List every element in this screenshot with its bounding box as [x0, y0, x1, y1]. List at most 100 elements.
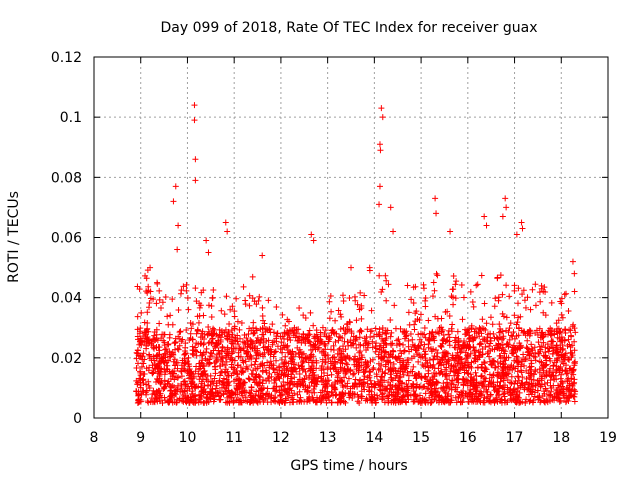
- data-point: [513, 231, 520, 238]
- data-point: [483, 320, 490, 327]
- data-point: [440, 397, 447, 404]
- data-point: [133, 365, 140, 372]
- x-tick-label: 14: [365, 430, 383, 446]
- data-point: [467, 350, 474, 357]
- data-points: [133, 102, 579, 406]
- data-point: [457, 345, 464, 352]
- data-point: [526, 398, 533, 405]
- data-point: [229, 303, 236, 310]
- data-point: [304, 397, 311, 404]
- data-point: [266, 378, 273, 385]
- data-point: [184, 294, 191, 301]
- data-point: [283, 329, 290, 336]
- data-point: [167, 312, 174, 319]
- data-point: [371, 384, 378, 391]
- data-point: [272, 398, 279, 405]
- data-point: [328, 389, 335, 396]
- data-point: [511, 381, 518, 388]
- data-point: [330, 365, 337, 372]
- data-point: [159, 331, 166, 338]
- data-point: [352, 376, 359, 383]
- data-point: [329, 354, 336, 361]
- data-point: [455, 394, 462, 401]
- data-point: [493, 334, 500, 341]
- data-point: [341, 398, 348, 405]
- data-point: [269, 321, 276, 328]
- data-point: [389, 353, 396, 360]
- data-point: [478, 373, 485, 380]
- data-point: [219, 343, 226, 350]
- data-point: [307, 352, 314, 359]
- data-point: [224, 399, 231, 406]
- data-point: [528, 376, 535, 383]
- data-point: [233, 385, 240, 392]
- data-point: [511, 345, 518, 352]
- data-point: [549, 394, 556, 401]
- data-point: [320, 369, 327, 376]
- data-point: [280, 361, 287, 368]
- data-point: [390, 348, 397, 355]
- data-point: [560, 354, 567, 361]
- data-point: [238, 369, 245, 376]
- data-point: [495, 388, 502, 395]
- data-point: [150, 387, 157, 394]
- data-point: [141, 371, 148, 378]
- data-point: [156, 375, 163, 382]
- data-point: [388, 329, 395, 336]
- data-point: [310, 322, 317, 329]
- data-point: [357, 341, 364, 348]
- data-point: [549, 344, 556, 351]
- data-point: [226, 320, 233, 327]
- data-point: [499, 361, 506, 368]
- data-point: [405, 372, 412, 379]
- data-point: [344, 338, 351, 345]
- data-point: [506, 325, 513, 332]
- data-point: [501, 386, 508, 393]
- data-point: [442, 371, 449, 378]
- data-point: [376, 342, 383, 349]
- data-point: [557, 344, 564, 351]
- data-point: [248, 383, 255, 390]
- x-tick-label: 13: [319, 430, 337, 446]
- data-point: [478, 272, 485, 279]
- data-point: [354, 301, 361, 308]
- data-point: [389, 364, 396, 371]
- data-point: [509, 350, 516, 357]
- data-point: [432, 389, 439, 396]
- data-point: [228, 394, 235, 401]
- data-point: [404, 383, 411, 390]
- data-point: [534, 387, 541, 394]
- data-point: [452, 344, 459, 351]
- data-point: [235, 377, 242, 384]
- data-point: [496, 329, 503, 336]
- data-point: [173, 399, 180, 406]
- data-point: [542, 288, 549, 295]
- data-point: [412, 392, 419, 399]
- data-point: [532, 302, 539, 309]
- data-point: [520, 328, 527, 335]
- data-point: [369, 344, 376, 351]
- data-point: [480, 378, 487, 385]
- data-point: [337, 311, 344, 318]
- data-point: [328, 399, 335, 406]
- data-point: [246, 302, 253, 309]
- data-point: [249, 273, 256, 280]
- data-point: [411, 321, 418, 328]
- data-point: [458, 356, 465, 363]
- data-point: [507, 320, 514, 327]
- data-point: [142, 389, 149, 396]
- data-point: [366, 374, 373, 381]
- data-point: [461, 377, 468, 384]
- data-point: [434, 272, 441, 279]
- data-point: [540, 367, 547, 374]
- data-point: [252, 358, 259, 365]
- data-point: [240, 283, 247, 290]
- data-point: [287, 350, 294, 357]
- data-point: [167, 375, 174, 382]
- data-point: [235, 353, 242, 360]
- data-point: [387, 385, 394, 392]
- data-point: [169, 349, 176, 356]
- data-point: [509, 396, 516, 403]
- data-point: [135, 399, 142, 406]
- data-point: [358, 302, 365, 309]
